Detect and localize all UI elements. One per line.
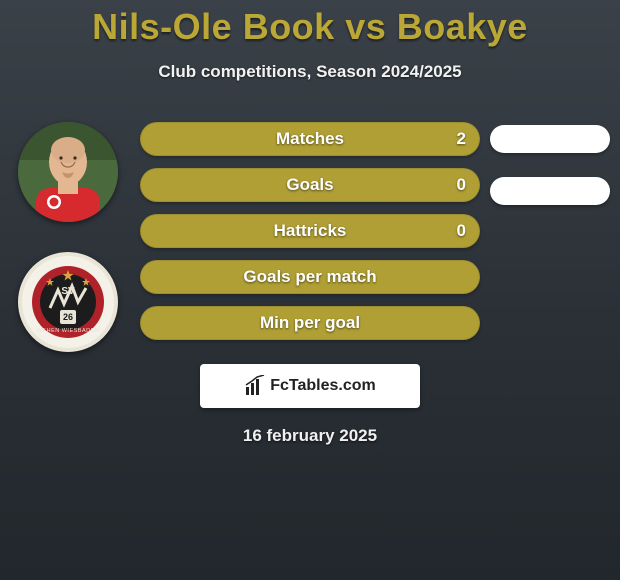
avatar-neck	[58, 180, 78, 194]
footer-brand-text: FcTables.com	[270, 377, 376, 395]
footer-attribution: FcTables.com	[200, 364, 420, 408]
footer-brand: FcTables.com	[244, 375, 376, 397]
club-badge: SV 26 WEHEN WIESBADEN	[18, 252, 118, 352]
avatar-scalp	[51, 137, 85, 163]
stat-label: Goals per match	[140, 267, 480, 287]
stat-bar-goals: Goals 0	[140, 168, 480, 202]
stat-label: Min per goal	[140, 313, 480, 333]
badge-year-text: 26	[63, 312, 73, 322]
avatar-eye-r	[73, 156, 76, 159]
right-pills	[490, 122, 610, 223]
chart-icon	[244, 375, 266, 397]
stat-bars: Matches 2 Goals 0 Hattricks 0 Goals per …	[140, 122, 480, 352]
stats-area: SV 26 WEHEN WIESBADEN Matches 2 Goals 0 …	[0, 122, 620, 352]
avatar-eye-l	[59, 156, 62, 159]
page-subtitle: Club competitions, Season 2024/2025	[0, 62, 620, 82]
opponent-pill-goals	[490, 177, 610, 205]
stat-bar-min-per-goal: Min per goal	[140, 306, 480, 340]
stat-label: Matches	[140, 129, 480, 149]
page-title: Nils-Ole Book vs Boakye	[0, 0, 620, 48]
badge-bottom-text: WEHEN WIESBADEN	[37, 328, 100, 334]
avatar-badge-inner	[50, 198, 59, 207]
player-avatar-svg	[18, 122, 118, 222]
stat-label: Hattricks	[140, 221, 480, 241]
player-avatar	[18, 122, 118, 222]
stat-value: 0	[457, 221, 466, 241]
footer-date: 16 february 2025	[0, 426, 620, 446]
stat-bar-matches: Matches 2	[140, 122, 480, 156]
stat-bar-goals-per-match: Goals per match	[140, 260, 480, 294]
opponent-pill-matches	[490, 125, 610, 153]
stat-bar-hattricks: Hattricks 0	[140, 214, 480, 248]
left-column: SV 26 WEHEN WIESBADEN	[8, 122, 128, 352]
stat-value: 2	[457, 129, 466, 149]
club-badge-svg: SV 26 WEHEN WIESBADEN	[30, 264, 106, 340]
stat-label: Goals	[140, 175, 480, 195]
stat-value: 0	[457, 175, 466, 195]
badge-sv-text: SV	[61, 286, 75, 297]
